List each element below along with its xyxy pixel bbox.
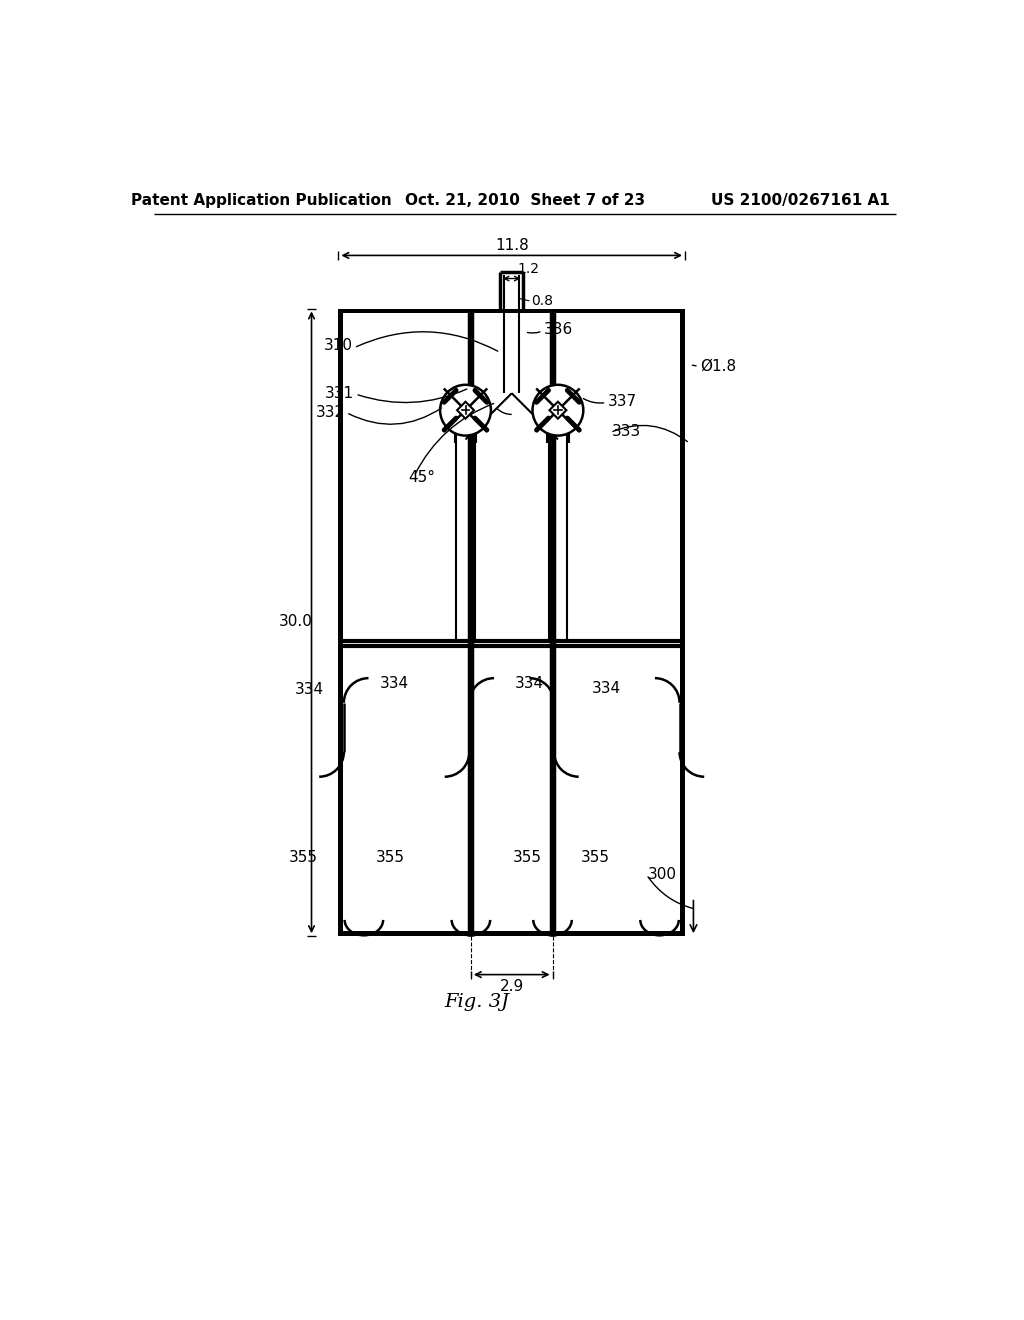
Polygon shape	[550, 401, 566, 418]
Text: 300: 300	[648, 867, 677, 882]
Bar	[343, 313, 680, 932]
Text: US 2100/0267161 A1: US 2100/0267161 A1	[711, 193, 890, 209]
Text: 0.8: 0.8	[531, 294, 553, 308]
Text: 45°: 45°	[408, 470, 435, 486]
Text: 355: 355	[290, 850, 318, 865]
Polygon shape	[457, 401, 474, 418]
Circle shape	[440, 385, 490, 436]
Text: 30.0: 30.0	[280, 614, 313, 630]
Text: Fig. 3J: Fig. 3J	[444, 993, 510, 1011]
Bar	[339, 309, 685, 936]
Text: 337: 337	[608, 395, 637, 409]
Text: 334: 334	[379, 676, 409, 692]
Text: 334: 334	[295, 682, 324, 697]
Text: 355: 355	[581, 850, 609, 865]
Text: 1.2: 1.2	[518, 263, 540, 276]
Text: 310: 310	[324, 338, 352, 352]
Text: Oct. 21, 2010  Sheet 7 of 23: Oct. 21, 2010 Sheet 7 of 23	[404, 193, 645, 209]
Text: 331: 331	[325, 385, 354, 401]
Text: 332: 332	[315, 405, 345, 420]
Circle shape	[532, 385, 584, 436]
Text: 355: 355	[513, 850, 542, 865]
Text: 334: 334	[515, 676, 544, 692]
Text: 2.9: 2.9	[500, 979, 524, 994]
Text: Ø1.8: Ø1.8	[700, 359, 736, 374]
Text: 336: 336	[544, 322, 573, 337]
Text: 333: 333	[611, 424, 641, 440]
Text: 355: 355	[376, 850, 404, 865]
Text: 11.8: 11.8	[495, 238, 528, 253]
Text: 334: 334	[592, 681, 621, 696]
Text: Patent Application Publication: Patent Application Publication	[131, 193, 392, 209]
